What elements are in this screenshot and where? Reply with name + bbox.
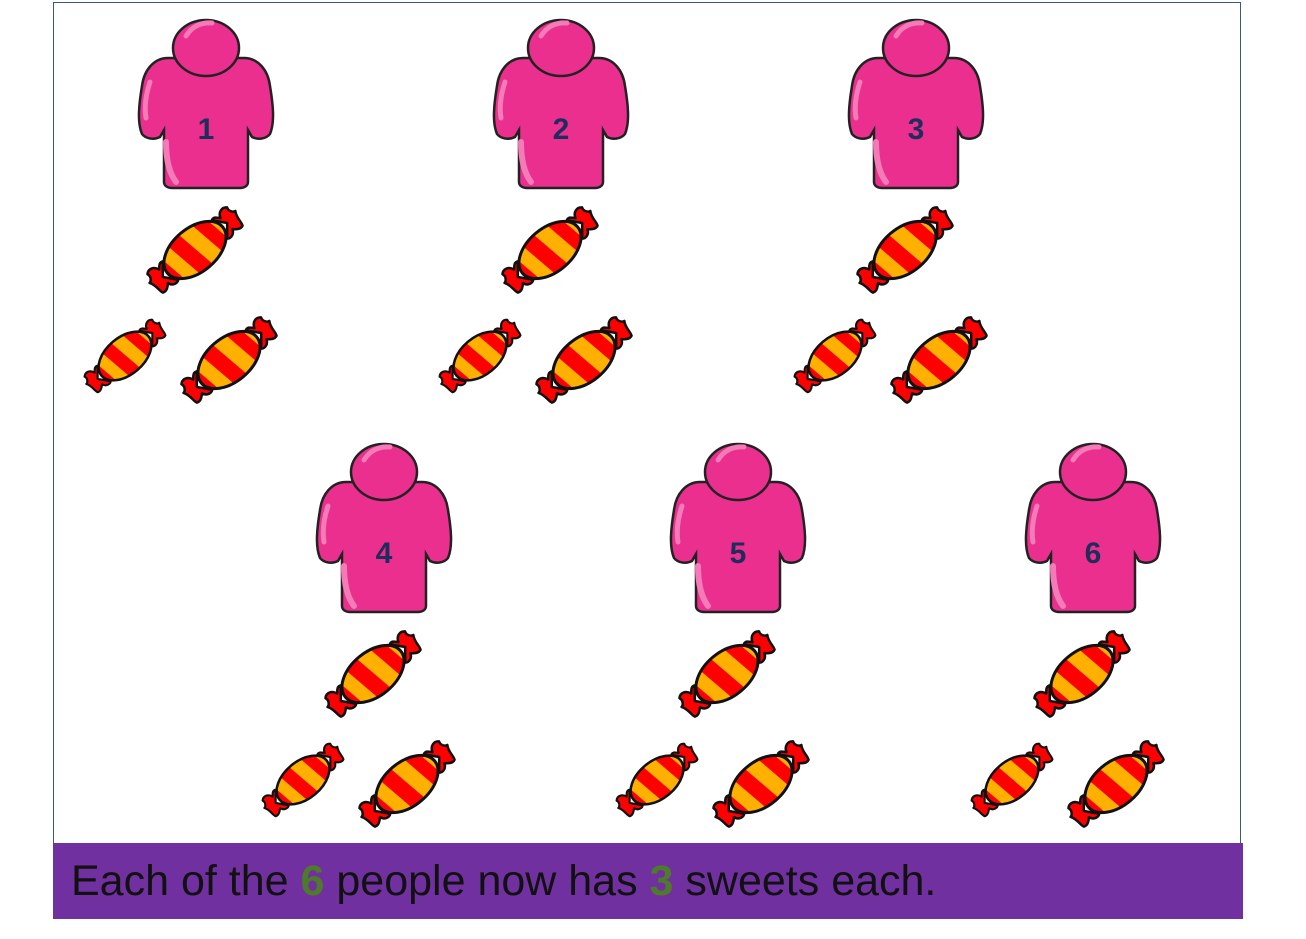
sweet-4-1 [324,630,422,718]
people-count: 6 [300,857,325,905]
person-body [847,56,985,190]
person-body [669,480,807,614]
sweet-6-1 [1033,630,1131,718]
person-head [703,442,773,502]
person-label: 1 [198,113,215,146]
group-1: 1 [83,18,278,404]
person-6: 6 [1024,442,1162,614]
person-label: 6 [1085,537,1102,570]
person-body [137,56,275,190]
sweet-3-3 [890,316,988,404]
group-6: 6 [970,442,1165,828]
person-head [1058,442,1128,502]
person-body [1024,480,1162,614]
sweet-4-3 [358,740,456,828]
person-body [492,56,630,190]
person-head [349,442,419,502]
person-1: 1 [137,18,275,190]
sweets-count: 3 [649,857,674,905]
group-3: 3 [793,18,988,404]
person-4: 4 [315,442,453,614]
person-head [881,18,951,78]
sweet-5-3 [712,740,810,828]
sweet-3-2 [793,318,877,394]
sweet-6-3 [1067,740,1165,828]
sweet-3-1 [856,206,954,294]
person-label: 2 [553,113,570,146]
person-2: 2 [492,18,630,190]
sweet-1-2 [83,318,167,394]
sweet-5-1 [678,630,776,718]
group-5: 5 [615,442,810,828]
caption-bar: Each of the 6 people now has 3 sweets ea… [53,843,1243,919]
caption-part-2: people now has [324,857,650,905]
sweet-1-3 [180,316,278,404]
person-head [526,18,596,78]
caption-part-1: Each of the [71,857,301,905]
sweet-2-3 [535,316,633,404]
person-5: 5 [669,442,807,614]
caption-text: Each of the 6 people now has 3 sweets ea… [71,857,936,905]
group-2: 2 [438,18,633,404]
person-head [171,18,241,78]
sweet-2-2 [438,318,522,394]
person-label: 4 [376,537,393,570]
sweet-5-2 [615,742,699,818]
caption-part-3: sweets each. [673,857,937,905]
person-label: 5 [730,537,747,570]
person-body [315,480,453,614]
group-4: 4 [261,442,456,828]
sweet-4-2 [261,742,345,818]
sweet-2-1 [501,206,599,294]
sweet-1-1 [146,206,244,294]
person-label: 3 [908,113,925,146]
sweet-6-2 [970,742,1054,818]
person-3: 3 [847,18,985,190]
